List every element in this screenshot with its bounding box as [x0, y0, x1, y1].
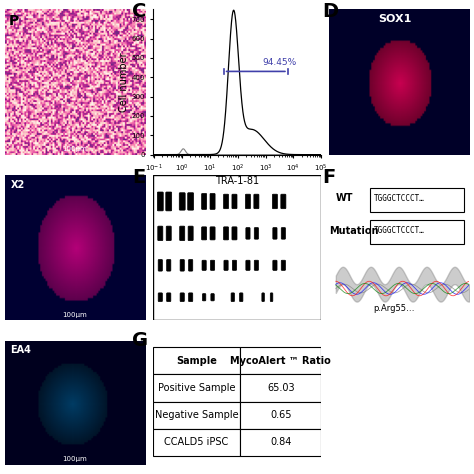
- Text: EA4: EA4: [10, 345, 31, 355]
- Text: Positive Sample: Positive Sample: [158, 383, 235, 393]
- Text: Negative Sample: Negative Sample: [155, 410, 238, 420]
- FancyBboxPatch shape: [232, 194, 237, 209]
- FancyBboxPatch shape: [224, 194, 228, 209]
- FancyBboxPatch shape: [262, 293, 264, 301]
- Text: D: D: [322, 2, 338, 21]
- FancyBboxPatch shape: [281, 194, 286, 209]
- Text: SOX1: SOX1: [378, 14, 411, 24]
- Bar: [240, 401, 321, 429]
- FancyBboxPatch shape: [180, 226, 185, 241]
- FancyBboxPatch shape: [254, 194, 259, 209]
- FancyBboxPatch shape: [166, 226, 171, 241]
- Bar: [153, 347, 240, 374]
- X-axis label: TRA-1-81: TRA-1-81: [215, 176, 259, 186]
- FancyBboxPatch shape: [254, 228, 258, 239]
- FancyBboxPatch shape: [180, 293, 184, 301]
- FancyBboxPatch shape: [158, 293, 163, 301]
- FancyBboxPatch shape: [273, 228, 277, 239]
- FancyBboxPatch shape: [202, 260, 206, 270]
- FancyBboxPatch shape: [189, 293, 193, 301]
- Text: TGGGCTCCCT…: TGGGCTCCCT…: [374, 194, 425, 203]
- Text: X2: X2: [10, 180, 25, 190]
- FancyBboxPatch shape: [370, 188, 464, 211]
- Text: CCALD5 iPSC: CCALD5 iPSC: [164, 438, 228, 447]
- FancyBboxPatch shape: [157, 192, 163, 211]
- Bar: [153, 401, 240, 429]
- Bar: [240, 429, 321, 456]
- FancyBboxPatch shape: [246, 228, 250, 239]
- FancyBboxPatch shape: [224, 260, 228, 270]
- Text: WT: WT: [336, 193, 353, 203]
- Text: F: F: [322, 168, 335, 187]
- Text: 65.03: 65.03: [267, 383, 295, 393]
- FancyBboxPatch shape: [188, 226, 193, 241]
- FancyBboxPatch shape: [231, 293, 235, 301]
- Text: 100µm: 100µm: [63, 146, 87, 152]
- FancyBboxPatch shape: [224, 227, 228, 240]
- FancyBboxPatch shape: [254, 260, 258, 270]
- FancyBboxPatch shape: [201, 227, 207, 240]
- FancyBboxPatch shape: [281, 228, 285, 239]
- FancyBboxPatch shape: [167, 293, 171, 301]
- Text: 0.84: 0.84: [270, 438, 292, 447]
- FancyBboxPatch shape: [179, 193, 185, 210]
- FancyBboxPatch shape: [211, 293, 214, 301]
- Text: 94.45%: 94.45%: [263, 57, 297, 66]
- Bar: [240, 374, 321, 401]
- FancyBboxPatch shape: [232, 227, 237, 240]
- FancyBboxPatch shape: [210, 227, 215, 240]
- FancyBboxPatch shape: [370, 220, 464, 244]
- Text: TGGGCTCCCT…: TGGGCTCCCT…: [374, 226, 425, 235]
- FancyBboxPatch shape: [281, 260, 285, 270]
- FancyBboxPatch shape: [210, 193, 215, 210]
- Text: p.Arg55…: p.Arg55…: [374, 304, 415, 313]
- Bar: [153, 374, 240, 401]
- Text: P: P: [9, 14, 19, 28]
- FancyBboxPatch shape: [246, 194, 250, 209]
- FancyBboxPatch shape: [189, 259, 193, 271]
- FancyBboxPatch shape: [158, 226, 163, 241]
- Text: C: C: [132, 2, 147, 21]
- FancyBboxPatch shape: [202, 293, 206, 301]
- FancyBboxPatch shape: [158, 259, 163, 271]
- FancyBboxPatch shape: [239, 293, 243, 301]
- Y-axis label: Cell number: Cell number: [119, 52, 129, 112]
- Text: G: G: [132, 331, 149, 350]
- Text: MycoAlert ™ Ratio: MycoAlert ™ Ratio: [230, 356, 331, 366]
- Text: 100µm: 100µm: [63, 456, 87, 462]
- FancyBboxPatch shape: [246, 260, 250, 270]
- Bar: [153, 429, 240, 456]
- Text: 0.65: 0.65: [270, 410, 292, 420]
- FancyBboxPatch shape: [232, 260, 237, 270]
- Text: Sample: Sample: [176, 356, 217, 366]
- Text: Mutation: Mutation: [329, 226, 378, 236]
- FancyBboxPatch shape: [201, 193, 207, 210]
- FancyBboxPatch shape: [210, 260, 215, 270]
- Text: 100µm: 100µm: [63, 311, 87, 318]
- FancyBboxPatch shape: [180, 259, 184, 271]
- Bar: [240, 347, 321, 374]
- FancyBboxPatch shape: [167, 259, 171, 271]
- FancyBboxPatch shape: [166, 192, 172, 211]
- FancyBboxPatch shape: [270, 293, 273, 301]
- FancyBboxPatch shape: [273, 194, 277, 209]
- FancyBboxPatch shape: [273, 260, 277, 270]
- FancyBboxPatch shape: [188, 193, 193, 210]
- Text: E: E: [132, 168, 146, 187]
